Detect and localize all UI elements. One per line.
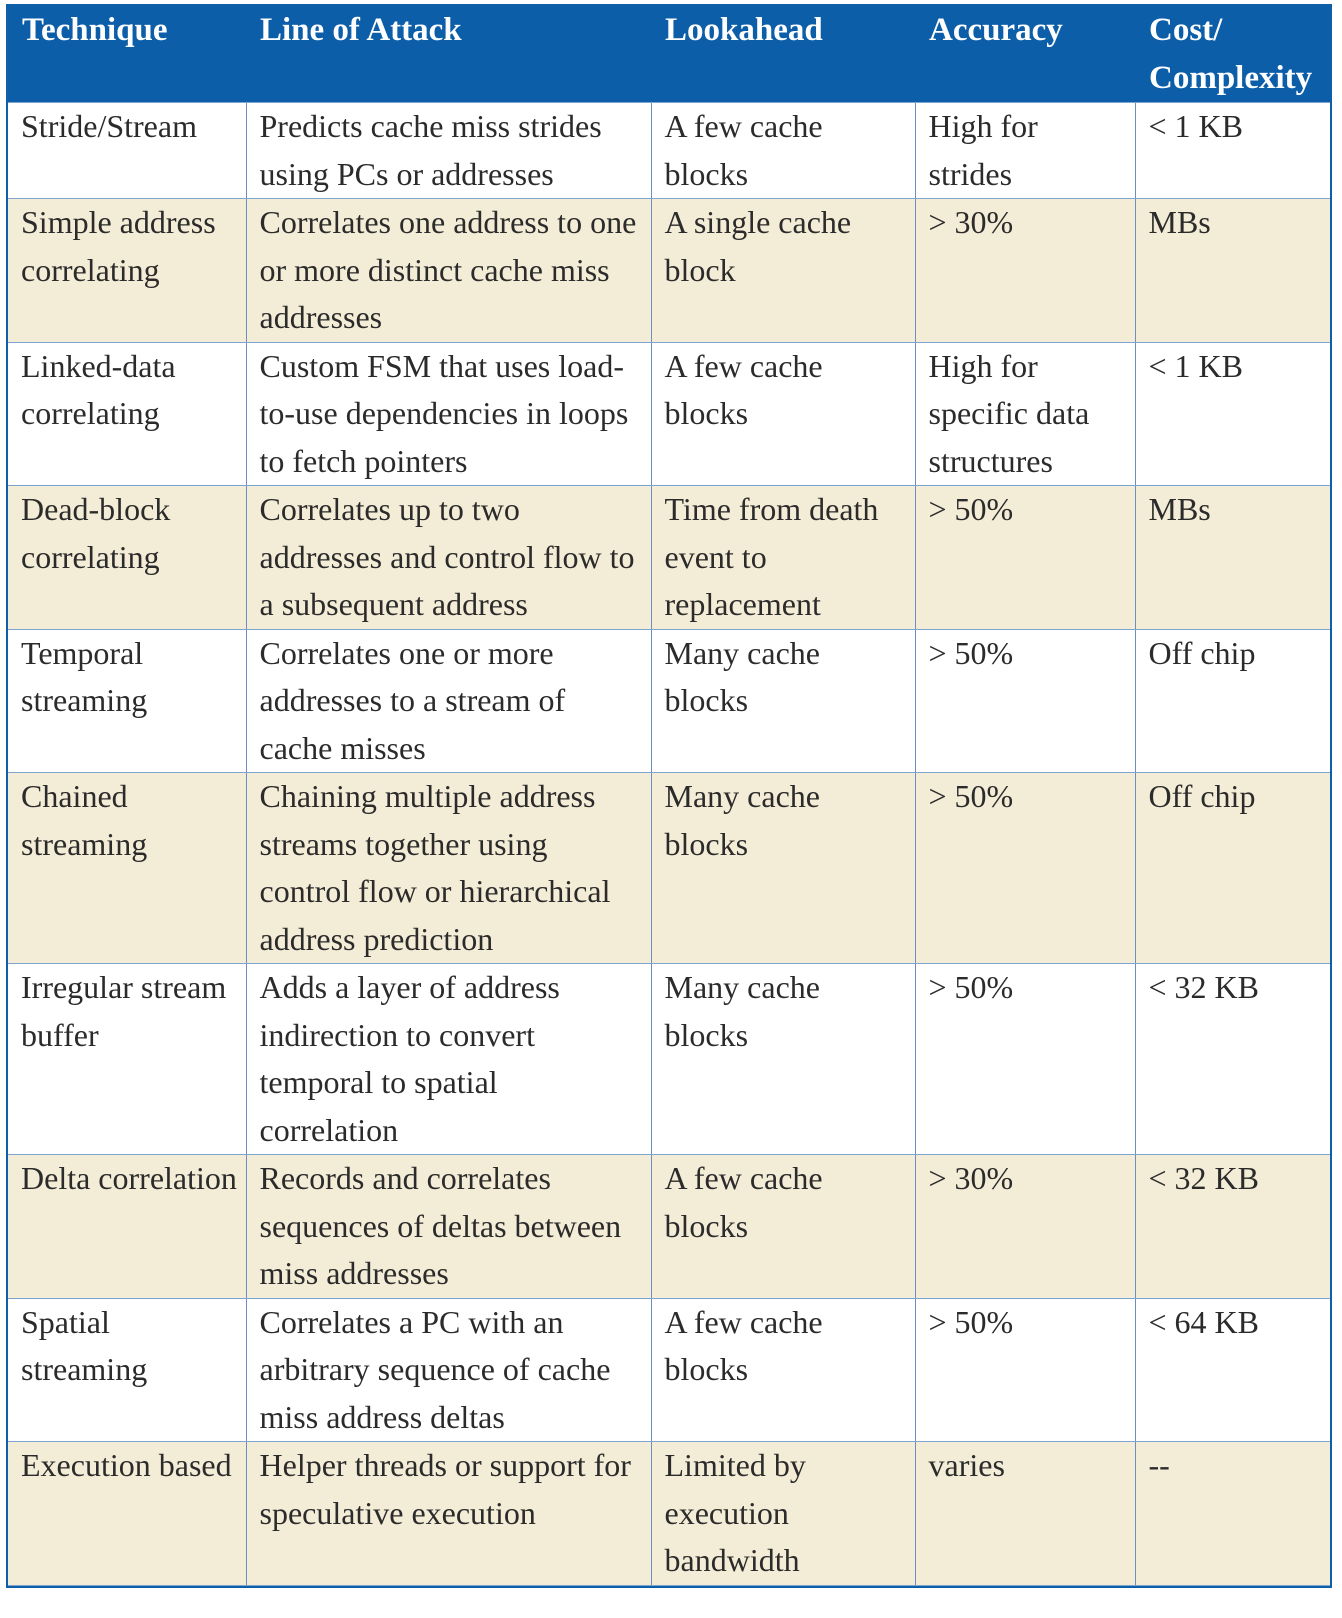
cell-line-of-attack: Correlates up to two addresses and contr…	[245, 485, 651, 630]
table-body: Stride/Stream Predicts cache miss strides…	[8, 102, 1330, 1586]
cell-accuracy: > 50%	[914, 963, 1135, 1155]
table-row: Stride/Stream Predicts cache miss strides…	[8, 102, 1330, 199]
cell-line-of-attack: Correlates one address to one or more di…	[245, 198, 651, 343]
cell-cost-complexity: Off chip	[1134, 772, 1330, 964]
cell-cost-complexity: Off chip	[1134, 628, 1330, 773]
cell-line-of-attack: Correlates one or more addresses to a st…	[245, 628, 651, 773]
cell-line-of-attack: Custom FSM that uses load-to-use depende…	[245, 341, 651, 486]
cell-accuracy: > 30%	[914, 1154, 1135, 1299]
cell-lookahead: A few cache blocks	[650, 1154, 915, 1299]
cell-technique: Temporal streaming	[8, 628, 246, 773]
table-row: Temporal streaming Correlates one or more…	[8, 628, 1330, 773]
table-row: Execution based Helper threads or support…	[8, 1441, 1330, 1586]
cell-cost-complexity: --	[1134, 1441, 1330, 1586]
cell-line-of-attack: Helper threads or support for speculativ…	[245, 1441, 651, 1586]
cell-line-of-attack: Correlates a PC with an arbitrary sequen…	[245, 1297, 651, 1442]
column-header-lookahead: Lookahead	[665, 12, 823, 48]
cell-lookahead: A few cache blocks	[650, 341, 915, 486]
table-row: Chained streaming Chaining multiple addre…	[8, 772, 1330, 964]
cell-technique: Delta correlation	[8, 1154, 246, 1299]
cell-lookahead: Many cache blocks	[650, 628, 915, 773]
data-table: Technique Line of Attack Lookahead Accur…	[8, 6, 1330, 1586]
cell-line-of-attack: Records and correlates sequences of delt…	[245, 1154, 651, 1299]
cell-line-of-attack: Predicts cache miss strides using PCs or…	[245, 102, 651, 199]
cell-technique: Irregular stream buffer	[8, 963, 246, 1155]
cell-technique: Execution based	[8, 1441, 246, 1586]
table-row: Simple address correlating Correlates one…	[8, 198, 1330, 343]
cell-technique: Simple address correlating	[8, 198, 246, 343]
cell-lookahead: Limited by execution bandwidth	[650, 1441, 915, 1586]
table-row: Spatial streaming Correlates a PC with an…	[8, 1297, 1330, 1442]
cell-technique: Spatial streaming	[8, 1297, 246, 1442]
cell-technique: Stride/Stream	[8, 102, 246, 199]
cell-lookahead: Many cache blocks	[650, 772, 915, 964]
cell-accuracy: > 50%	[914, 1297, 1135, 1442]
column-header-technique: Technique	[22, 12, 168, 48]
cell-accuracy: > 50%	[914, 628, 1135, 773]
column-header-line-of-attack: Line of Attack	[260, 12, 462, 48]
column-header-cost-complexity: Cost/ Complexity	[1149, 12, 1313, 96]
cell-lookahead: Many cache blocks	[650, 963, 915, 1155]
cell-accuracy: > 50%	[914, 485, 1135, 630]
cell-cost-complexity: < 32 KB	[1134, 1154, 1330, 1299]
cell-line-of-attack: Adds a layer of address indirection to c…	[245, 963, 651, 1155]
cell-lookahead: A few cache blocks	[650, 1297, 915, 1442]
cell-lookahead: Time from death event to replacement	[650, 485, 915, 630]
table-row: Dead-block correlating Correlates up to t…	[8, 485, 1330, 630]
cell-cost-complexity: < 1 KB	[1134, 102, 1330, 199]
cell-accuracy: > 50%	[914, 772, 1135, 964]
cell-accuracy: > 30%	[914, 198, 1135, 343]
cell-lookahead: A few cache blocks	[650, 102, 915, 199]
prefetcher-comparison-table: Technique Line of Attack Lookahead Accur…	[6, 4, 1332, 1588]
cell-technique: Dead-block correlating	[8, 485, 246, 630]
cell-line-of-attack: Chaining multiple address streams togeth…	[245, 772, 651, 964]
header-row: Technique Line of Attack Lookahead Accur…	[8, 6, 1330, 103]
cell-cost-complexity: < 64 KB	[1134, 1297, 1330, 1442]
cell-cost-complexity: MBs	[1134, 198, 1330, 343]
cell-cost-complexity: < 32 KB	[1134, 963, 1330, 1155]
cell-cost-complexity: MBs	[1134, 485, 1330, 630]
table-row: Delta correlation Records and correlates …	[8, 1154, 1330, 1299]
cell-accuracy: varies	[914, 1441, 1135, 1586]
column-header-accuracy: Accuracy	[929, 12, 1063, 48]
table-row: Linked-data correlating Custom FSM that u…	[8, 341, 1330, 486]
cell-technique: Chained streaming	[8, 772, 246, 964]
table-row: Irregular stream buffer Adds a layer of a…	[8, 963, 1330, 1155]
cell-technique: Linked-data correlating	[8, 341, 246, 486]
cell-accuracy: High for specific data structures	[914, 341, 1135, 486]
cell-lookahead: A single cache block	[650, 198, 915, 343]
cell-cost-complexity: < 1 KB	[1134, 341, 1330, 486]
cell-accuracy: High for strides	[914, 102, 1135, 199]
